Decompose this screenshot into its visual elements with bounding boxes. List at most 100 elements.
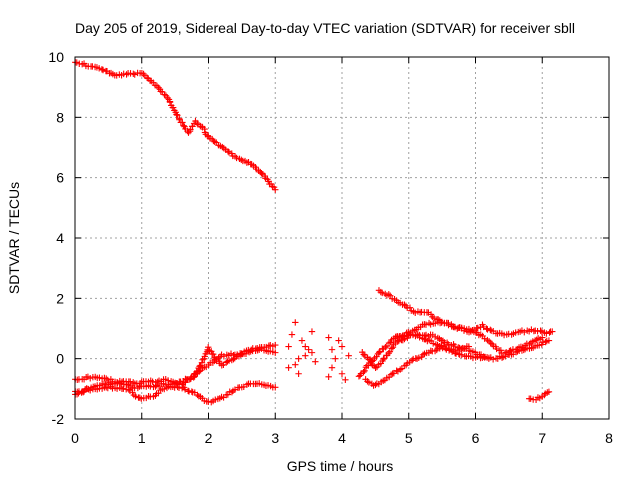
data-point xyxy=(295,370,302,377)
series-arc-tail xyxy=(526,388,553,403)
data-point xyxy=(194,367,202,375)
data-point xyxy=(487,326,494,333)
data-point xyxy=(117,380,125,387)
data-point xyxy=(497,347,505,354)
data-point xyxy=(104,376,112,384)
data-point xyxy=(416,334,423,341)
data-point xyxy=(164,377,172,384)
data-point xyxy=(368,358,376,365)
data-point xyxy=(187,375,194,382)
data-point xyxy=(503,349,510,356)
data-point xyxy=(285,343,292,350)
data-point xyxy=(292,361,299,368)
data-point xyxy=(295,355,302,362)
data-point xyxy=(95,65,103,72)
data-point xyxy=(379,289,386,297)
series-arc-g xyxy=(375,287,556,339)
data-point xyxy=(189,123,196,130)
data-point xyxy=(308,328,316,335)
data-point xyxy=(272,384,279,391)
data-point xyxy=(364,378,371,385)
data-point xyxy=(308,349,316,356)
data-point xyxy=(298,337,306,344)
series-scatter-3to4 xyxy=(285,319,352,383)
data-point xyxy=(197,362,204,369)
data-point xyxy=(173,111,180,118)
data-point xyxy=(386,348,394,355)
grid xyxy=(75,57,609,419)
data-point xyxy=(325,373,332,380)
x-tick-label: 3 xyxy=(271,430,279,446)
data-point xyxy=(406,304,414,311)
y-tick-label: 4 xyxy=(56,230,64,246)
y-tick-label: 10 xyxy=(48,49,64,65)
data-point xyxy=(176,116,183,123)
data-point xyxy=(474,353,481,360)
x-tick-label: 1 xyxy=(138,430,146,446)
x-tick-labels: 0 1 2 3 4 5 6 7 8 xyxy=(71,430,613,446)
data-point xyxy=(225,149,233,156)
data-point xyxy=(161,91,168,98)
data-point xyxy=(312,358,319,365)
data-point xyxy=(361,367,368,374)
data-point xyxy=(382,343,389,351)
data-point xyxy=(193,119,201,127)
data-point xyxy=(187,126,194,133)
data-point xyxy=(302,352,309,359)
data-point xyxy=(408,357,416,364)
data-point xyxy=(272,349,279,356)
chart-title: Day 205 of 2019, Sidereal Day-to-day VTE… xyxy=(75,20,575,36)
y-tick-label: -2 xyxy=(52,411,65,427)
data-point xyxy=(179,119,186,126)
data-point xyxy=(125,386,132,393)
tick-marks xyxy=(74,56,610,420)
data-point xyxy=(328,364,336,371)
data-point xyxy=(501,349,509,357)
data-point xyxy=(288,331,296,338)
data-point xyxy=(180,122,187,129)
data-point xyxy=(127,378,134,385)
data-point xyxy=(181,386,189,393)
data-point xyxy=(360,368,367,376)
data-point xyxy=(238,156,245,164)
data-point xyxy=(539,334,546,341)
data-point xyxy=(338,343,346,350)
y-tick-label: 6 xyxy=(56,170,64,186)
data-point xyxy=(285,364,292,371)
data-point xyxy=(458,351,465,359)
y-tick-label: 8 xyxy=(56,109,64,125)
data-point xyxy=(98,66,106,73)
series-arc-h xyxy=(392,318,546,357)
data-point xyxy=(99,66,107,74)
series-arc-c xyxy=(72,341,279,398)
data-point xyxy=(190,374,197,381)
data-point xyxy=(231,153,239,160)
x-tick-label: 6 xyxy=(472,430,480,446)
data-point xyxy=(401,301,408,308)
data-point xyxy=(219,143,226,151)
data-point xyxy=(103,384,110,391)
data-point xyxy=(467,327,474,334)
data-point xyxy=(489,356,497,363)
series-layer xyxy=(72,59,556,406)
data-point xyxy=(549,328,556,335)
data-point xyxy=(332,355,339,362)
data-point xyxy=(143,74,151,81)
data-point xyxy=(377,288,384,296)
x-tick-label: 8 xyxy=(605,430,613,446)
data-point xyxy=(387,371,395,378)
data-point xyxy=(385,350,392,357)
data-point xyxy=(537,327,544,334)
data-point xyxy=(445,319,452,327)
x-tick-label: 4 xyxy=(338,430,346,446)
x-tick-label: 2 xyxy=(205,430,213,446)
data-point xyxy=(188,388,196,395)
data-point xyxy=(465,343,473,350)
data-point xyxy=(124,381,132,389)
data-point xyxy=(481,335,488,342)
data-point xyxy=(305,346,312,353)
data-point xyxy=(373,353,380,360)
data-point xyxy=(546,329,553,336)
data-point xyxy=(243,381,251,388)
data-point xyxy=(385,291,392,298)
